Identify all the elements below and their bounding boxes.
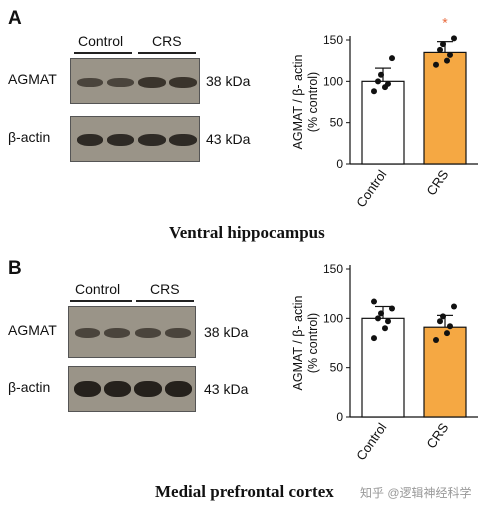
data-point-a [444, 57, 450, 64]
data-point-b [371, 335, 377, 342]
caption-ventral-hippocampus: Ventral hippocampus [169, 223, 325, 242]
data-point-b [433, 337, 439, 344]
y-tick-label-b: 100 [323, 311, 343, 325]
y-tick-label-b: 150 [323, 262, 343, 276]
blot-label-agmat-a: AGMAT [8, 71, 57, 87]
y-tick-label-a: 150 [323, 33, 343, 47]
data-point-b [371, 298, 377, 305]
caption-medial-prefrontal-cortex: Medial prefrontal cortex [155, 482, 334, 501]
y-axis-label-a: AGMAT / β- actin(% control) [291, 54, 320, 149]
data-point-b [385, 318, 391, 325]
bar-control-b [361, 317, 405, 418]
data-point-b [375, 315, 381, 322]
data-point-a [389, 55, 395, 62]
y-tick-label-b: 50 [330, 361, 344, 375]
data-point-b [382, 325, 388, 332]
y-tick-label-a: 50 [330, 116, 344, 130]
group-line-crs-a [138, 52, 196, 54]
watermark: 知乎 @逻辑神经科学 [360, 486, 472, 500]
bar-crs-b [423, 326, 467, 418]
y-tick-label-a: 0 [336, 157, 343, 171]
group-label-crs-a: CRS [152, 33, 182, 49]
y-axis-label-b: AGMAT / β- actin(% control) [291, 295, 320, 390]
data-point-a [437, 46, 443, 53]
western-blot-actin-a [70, 116, 200, 162]
data-point-b [389, 305, 395, 312]
blot-label-agmat-b: AGMAT [8, 322, 57, 338]
data-point-a [385, 80, 391, 87]
group-label-control-a: Control [78, 33, 124, 49]
data-point-b [447, 323, 453, 330]
group-line-control-b [70, 300, 132, 302]
significance-marker-a: * [442, 15, 448, 31]
x-tick-label-a: Control [353, 167, 389, 210]
kda-label-agmat-b: 38 kDa [204, 324, 249, 340]
data-point-b [444, 330, 450, 337]
western-blot-actin-b [68, 366, 196, 412]
data-point-b [451, 303, 457, 310]
bar-crs-a [423, 51, 467, 165]
bar-chart-b: 0 50 100 150 AGMAT / β- actin(% control) Cont… [0, 250, 501, 495]
data-point-b [440, 313, 446, 320]
data-point-a [378, 71, 384, 78]
group-label-crs-b: CRS [150, 281, 180, 297]
bar-control-a [361, 80, 405, 165]
data-point-a [375, 78, 381, 85]
group-label-control-b: Control [75, 281, 121, 297]
group-line-control-a [74, 52, 132, 54]
data-point-b [437, 318, 443, 325]
western-blot-agmat-b [68, 306, 196, 358]
data-point-a [440, 41, 446, 48]
bar-chart-b-svg: 0 50 100 150 AGMAT / β- actin(% control) Cont… [291, 262, 478, 463]
blot-label-actin-b: β-actin [8, 379, 51, 395]
x-tick-label-b: Control [353, 420, 389, 463]
panel-letter-b: B [8, 258, 22, 279]
panel-letter-a: A [8, 8, 22, 29]
data-point-a [433, 61, 439, 68]
x-tick-label-a: CRS [423, 167, 451, 198]
western-blot-agmat-a [70, 58, 200, 104]
data-point-a [447, 51, 453, 58]
kda-label-actin-a: 43 kDa [206, 131, 251, 147]
kda-label-actin-b: 43 kDa [204, 381, 249, 397]
data-point-a [451, 35, 457, 42]
x-tick-label-b: CRS [423, 420, 451, 451]
bar-chart-a: 0 50 100 150 AGMAT / β- actin(% control) Cont… [0, 0, 501, 245]
blot-label-actin-a: β-actin [8, 129, 51, 145]
y-tick-label-a: 100 [323, 74, 343, 88]
group-line-crs-b [136, 300, 194, 302]
data-point-a [371, 88, 377, 95]
kda-label-agmat-a: 38 kDa [206, 73, 251, 89]
y-tick-label-b: 0 [336, 410, 343, 424]
data-point-b [378, 310, 384, 317]
